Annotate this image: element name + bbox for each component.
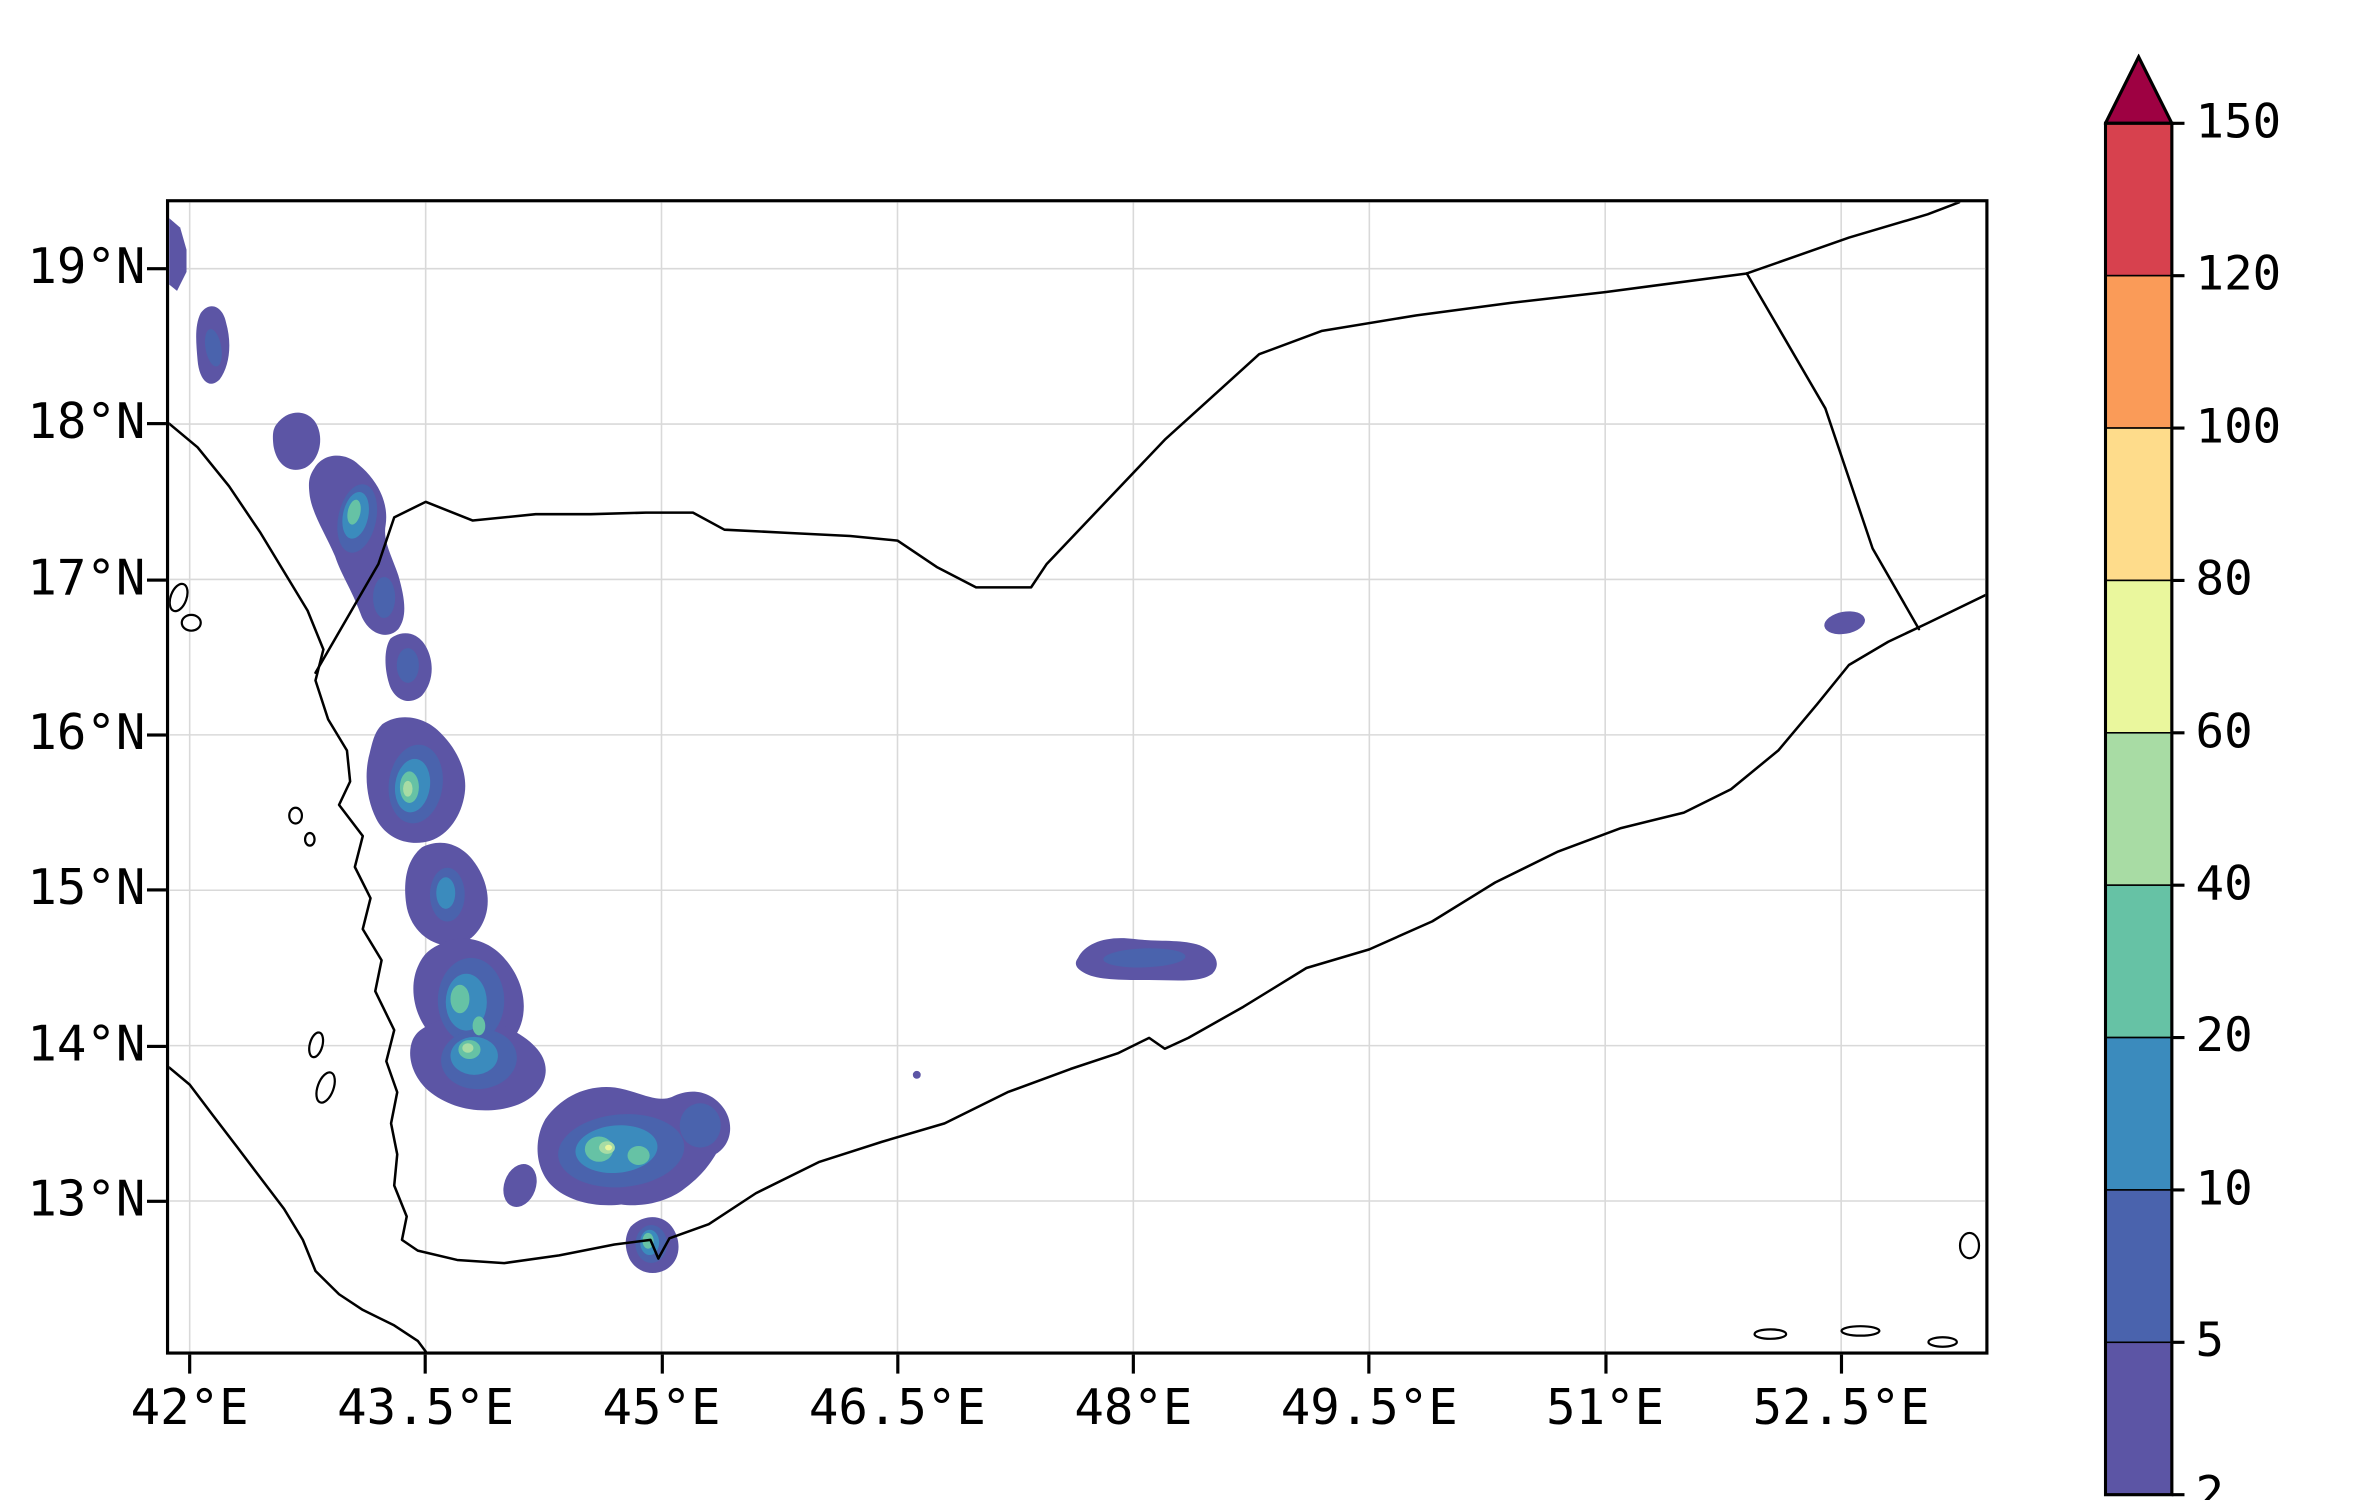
colorbar-over-arrow <box>2102 53 2175 125</box>
rain-cell <box>912 1070 921 1079</box>
rain-cell <box>436 877 456 909</box>
y-tick-mark <box>147 1199 166 1203</box>
island <box>180 613 202 632</box>
y-tick-label: 13°N <box>27 1170 146 1228</box>
colorbar-segment <box>2104 1036 2173 1191</box>
coastline-arabia <box>167 422 1987 1265</box>
y-tick-mark <box>147 267 166 271</box>
rain-cell <box>403 780 413 797</box>
colorbar-segment <box>2104 579 2173 734</box>
colorbar-tick-label: 40 <box>2195 856 2253 913</box>
plot-area <box>165 199 1989 1355</box>
x-tick-label: 51°E <box>1546 1379 1665 1437</box>
rain-cell <box>1824 611 1865 635</box>
x-tick-mark <box>188 1354 192 1374</box>
rain-cell <box>450 984 470 1014</box>
x-tick-mark <box>1839 1354 1843 1374</box>
colorbar-segment <box>2104 732 2173 886</box>
border-saudi-oman <box>1745 201 1961 275</box>
island <box>315 1071 336 1104</box>
colorbar-segment <box>2104 1189 2173 1344</box>
x-tick-mark <box>1367 1354 1371 1374</box>
x-tick-label: 43.5°E <box>337 1379 515 1437</box>
y-tick-mark <box>147 422 166 426</box>
y-tick-mark <box>147 888 166 892</box>
colorbar-segment <box>2104 122 2173 277</box>
x-tick-label: 42°E <box>130 1379 249 1437</box>
island <box>1753 1328 1788 1340</box>
rain-cell <box>169 218 187 291</box>
rain-cell <box>272 412 321 470</box>
colorbar-tick-label: 120 <box>2195 247 2282 303</box>
border-saudi-yemen <box>314 272 1749 674</box>
x-tick-mark <box>659 1354 664 1374</box>
island <box>1958 1231 1981 1260</box>
island <box>288 806 304 825</box>
y-tick-label: 18°N <box>27 394 146 451</box>
colorbar-tick-label: 2 <box>2195 1466 2225 1500</box>
y-tick-label: 16°N <box>27 704 146 762</box>
x-tick-label: 49.5°E <box>1280 1379 1458 1437</box>
border-oman-yemen <box>1745 272 1921 631</box>
island <box>168 582 189 613</box>
colorbar-segment <box>2104 884 2173 1039</box>
colorbar-outline <box>2103 121 2174 1497</box>
y-tick-mark <box>147 1044 166 1048</box>
rain-cell <box>462 1043 474 1053</box>
x-tick-mark <box>1131 1354 1135 1374</box>
rain-cell <box>373 576 396 619</box>
island <box>1840 1325 1881 1337</box>
rain-cell <box>396 648 419 683</box>
x-tick-label: 48°E <box>1074 1379 1193 1437</box>
rain-cell <box>503 1164 537 1207</box>
y-tick-mark <box>147 733 166 737</box>
y-tick-mark <box>147 577 166 582</box>
rain-cell <box>1103 948 1186 968</box>
rain-cell <box>204 329 222 367</box>
colorbar-tick-label: 60 <box>2195 704 2253 760</box>
x-tick-label: 45°E <box>602 1379 721 1437</box>
island <box>1927 1336 1958 1348</box>
colorbar-canvas <box>2102 53 2185 1497</box>
colorbar-segment <box>2104 274 2173 429</box>
coastline-africa <box>167 1066 427 1353</box>
y-tick-label: 14°N <box>27 1015 146 1073</box>
colorbar-segment <box>2104 1341 2173 1496</box>
colorbar-tick-label: 150 <box>2195 94 2282 151</box>
y-tick-label: 17°N <box>27 549 146 607</box>
rain-cell <box>627 1145 650 1165</box>
island <box>308 1031 325 1059</box>
colorbar <box>2102 53 2193 1500</box>
x-tick-mark <box>895 1354 900 1374</box>
x-tick-mark <box>1603 1354 1607 1374</box>
rain-cell <box>605 1144 613 1151</box>
y-tick-label: 19°N <box>27 238 146 296</box>
colorbar-tick-label: 20 <box>2195 1009 2253 1065</box>
map <box>167 201 1987 1353</box>
island <box>303 831 316 847</box>
y-tick-label: 15°N <box>27 860 146 918</box>
colorbar-tick-label: 100 <box>2195 399 2282 455</box>
colorbar-segment <box>2104 427 2173 582</box>
colorbar-tick-label: 10 <box>2195 1161 2253 1217</box>
x-tick-label: 52.5°E <box>1752 1379 1930 1437</box>
rain-cell <box>347 499 361 525</box>
map-canvas <box>167 201 1987 1353</box>
x-tick-mark <box>424 1354 428 1374</box>
rain-cell <box>679 1103 721 1148</box>
colorbar-tick-label: 5 <box>2195 1313 2225 1370</box>
x-tick-label: 46.5°E <box>808 1379 986 1437</box>
rain-cell <box>472 1016 486 1036</box>
colorbar-tick-label: 80 <box>2195 551 2253 608</box>
